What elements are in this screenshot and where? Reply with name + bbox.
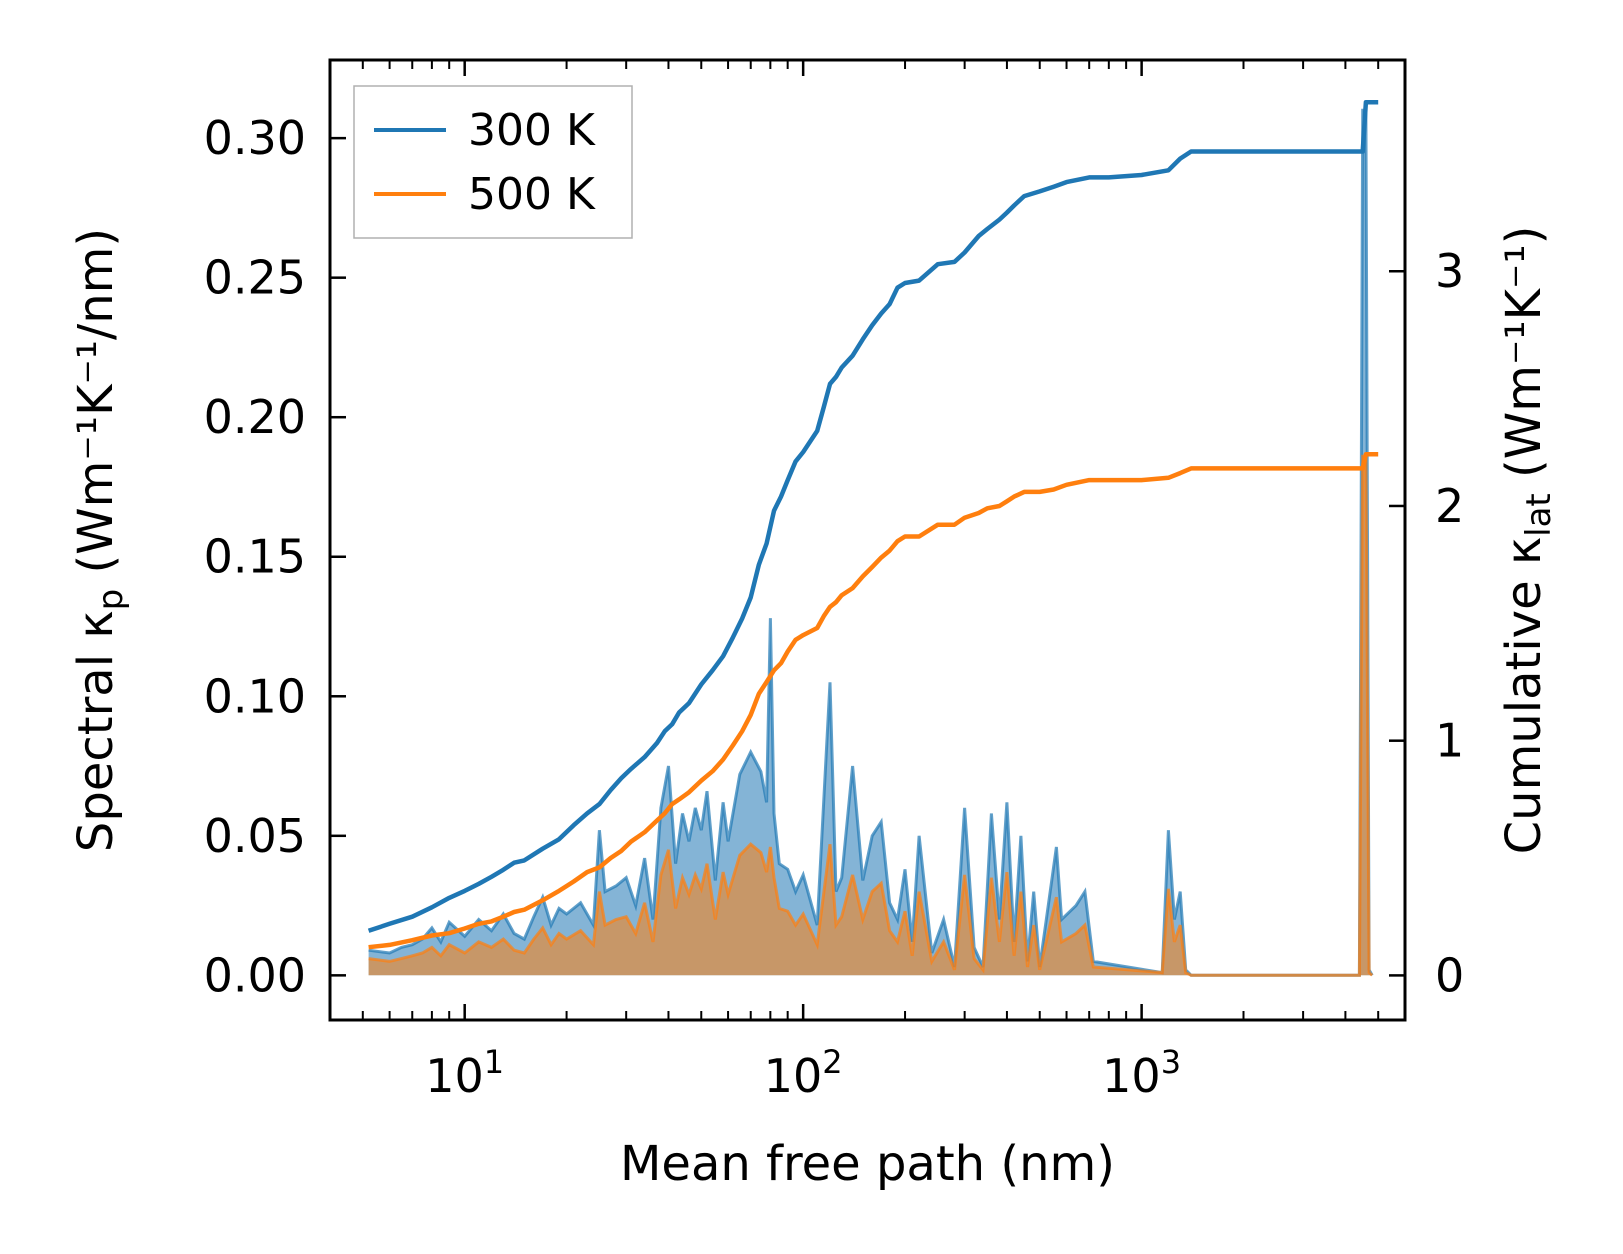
legend-label-500k: 500 K <box>468 169 596 220</box>
left-y-axis: 0.00 0.05 0.10 0.15 0.20 0.25 0.30 <box>204 111 346 1002</box>
right-axis-title-units: (Wm⁻¹K⁻¹) <box>1496 226 1552 494</box>
right-axis-title-sub: lat <box>1519 493 1559 537</box>
right-y-tick-label: 2 <box>1435 479 1464 533</box>
spectral-line-500k <box>368 454 1374 977</box>
right-axis-title-main: Cumulative κ <box>1496 537 1552 855</box>
left-y-tick-label: 0.20 <box>204 390 306 444</box>
right-y-tick-label: 1 <box>1435 714 1464 768</box>
x-tick-label: 103 <box>1102 1043 1181 1103</box>
left-axis-title-group: Spectral κp (Wm⁻¹K⁻¹/nm) <box>68 228 131 852</box>
right-axis-title-group: Cumulative κlat (Wm⁻¹K⁻¹) <box>1496 226 1559 855</box>
x-tick-label-exponent: 3 <box>1161 1043 1181 1081</box>
x-axis: 101 102 103 <box>329 60 1406 1103</box>
x-tick-label-base: 10 <box>1102 1049 1161 1103</box>
left-axis-title: Spectral κp (Wm⁻¹K⁻¹/nm) <box>68 228 131 852</box>
right-y-axis: 0 1 2 3 <box>1389 244 1464 1002</box>
cumulative-line-500k <box>368 452 1379 950</box>
x-axis-title: Mean free path (nm) <box>620 1136 1115 1192</box>
right-y-tick-label: 0 <box>1435 948 1464 1002</box>
left-y-tick-label: 0.15 <box>204 530 306 584</box>
legend-label-300k: 300 K <box>468 105 596 156</box>
cumulative-lines <box>367 99 1379 950</box>
left-y-tick-label: 0.25 <box>204 251 306 305</box>
right-axis-title: Cumulative κlat (Wm⁻¹K⁻¹) <box>1496 226 1559 855</box>
left-y-tick-label: 0.30 <box>204 111 306 165</box>
left-y-tick-label: 0.10 <box>204 669 306 723</box>
x-tick-label: 101 <box>425 1043 504 1103</box>
right-y-tick-label: 3 <box>1435 244 1464 298</box>
x-tick-label-exponent: 2 <box>822 1043 842 1081</box>
left-y-tick-label: 0.05 <box>204 809 306 863</box>
x-tick-label-base: 10 <box>764 1049 823 1103</box>
plot-frame <box>328 58 1407 1022</box>
left-axis-title-sub: p <box>91 589 131 611</box>
cumulative-line-300k <box>367 99 1379 933</box>
x-tick-label-exponent: 1 <box>484 1043 504 1081</box>
left-axis-title-main: Spectral κ <box>68 610 124 852</box>
left-axis-title-units: (Wm⁻¹K⁻¹/nm) <box>68 228 124 589</box>
left-y-tick-label: 0.00 <box>204 948 306 1002</box>
x-tick-label-base: 10 <box>425 1049 484 1103</box>
legend-box <box>353 85 633 239</box>
x-tick-label: 102 <box>764 1043 843 1103</box>
legend: 300 K 500 K <box>353 85 633 239</box>
